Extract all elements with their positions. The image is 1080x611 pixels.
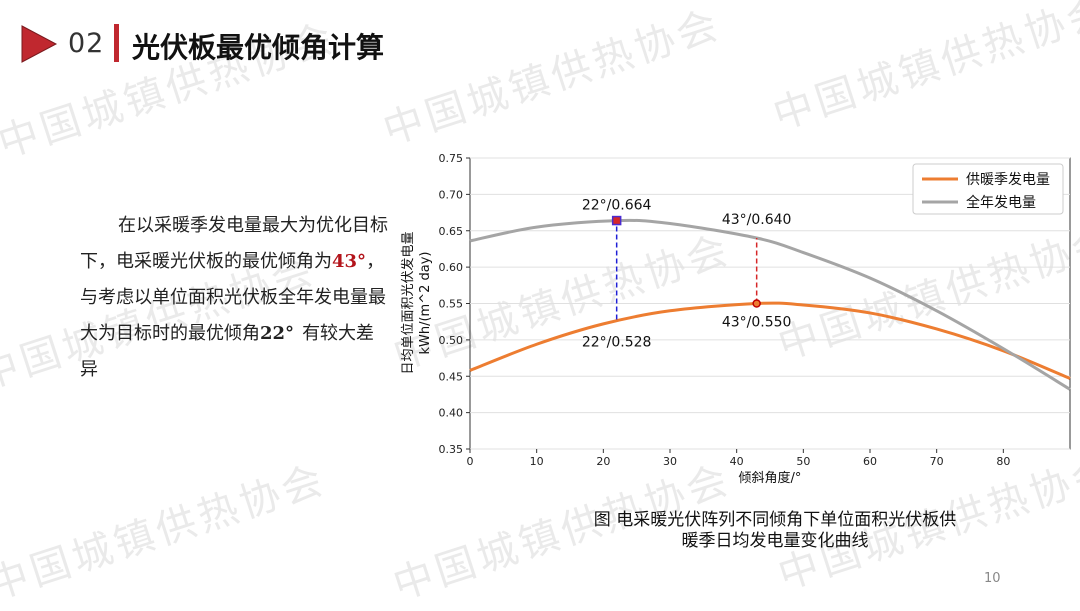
- annual-angle-highlight: 22°: [260, 323, 295, 344]
- figure-caption: 图 电采暖光伏阵列不同倾角下单位面积光伏板供 暖季日均发电量变化曲线: [540, 510, 1010, 552]
- x-axis-label: 倾斜角度/°: [739, 470, 802, 486]
- page-number: 10: [984, 571, 1001, 586]
- x-tick-label: 80: [996, 455, 1010, 468]
- peak-marker: [752, 299, 761, 308]
- data-label: 43°/0.550: [722, 315, 792, 331]
- x-tick-label: 30: [663, 455, 677, 468]
- y-tick-label: 0.35: [439, 443, 464, 456]
- watermark: 中国城镇供热协会: [767, 0, 1080, 140]
- x-tick-label: 50: [796, 455, 810, 468]
- y-axis-label: 日均单位面积光伏发电量: [400, 231, 416, 374]
- y-tick-label: 0.60: [439, 261, 464, 274]
- x-tick-label: 0: [467, 455, 474, 468]
- body-text-part3: 有较大差异: [80, 323, 375, 380]
- data-label: 43°/0.640: [722, 212, 792, 228]
- x-tick-label: 40: [730, 455, 744, 468]
- body-text-part2: ，与考虑以单位面积光伏板全年发电量最大为目标时的最优倾角: [80, 251, 386, 344]
- legend: 供暖季发电量 全年发电量: [912, 163, 1064, 215]
- watermark: 中国城镇供热协会: [0, 456, 332, 610]
- x-tick-label: 20: [596, 455, 610, 468]
- x-tick-label: 10: [530, 455, 544, 468]
- x-tick-label: 70: [930, 455, 944, 468]
- page-title: 光伏板最优倾角计算: [132, 31, 385, 64]
- series-line-heating-season: [469, 301, 1071, 380]
- series-line-annual: [469, 218, 1071, 391]
- body-paragraph: 在以采暖季发电量最大为优化目标下，电采暖光伏板的最优倾角为43°，与考虑以单位面…: [80, 208, 390, 388]
- y-tick-label: 0.50: [439, 334, 464, 347]
- legend-label-heating: 供暖季发电量: [966, 172, 1050, 188]
- y-tick-label: 0.65: [439, 225, 464, 238]
- body-text-part1: 在以采暖季发电量最大为优化目标下，电采暖光伏板的最优倾角为: [80, 215, 388, 272]
- data-label: 22°/0.664: [582, 198, 652, 214]
- watermark: 中国城镇供热协会: [377, 1, 727, 155]
- tilt-angle-chart: 0.35 0.40 0.45 0.50 0.55 0.60 0.65 0.70 0.75 0 10…: [400, 152, 1071, 486]
- section-divider: [114, 24, 119, 62]
- legend-label-annual: 全年发电量: [966, 194, 1036, 211]
- section-number: 02: [68, 28, 105, 59]
- caption-line-2: 暖季日均发电量变化曲线: [681, 531, 869, 551]
- y-tick-label: 0.45: [439, 370, 464, 383]
- play-triangle-icon: [21, 25, 58, 63]
- data-label: 22°/0.528: [582, 335, 652, 351]
- y-axis-unit-label: kWh/(m^2 day): [418, 251, 433, 354]
- peak-marker: [611, 215, 622, 226]
- caption-line-1: 图 电采暖光伏阵列不同倾角下单位面积光伏板供: [593, 510, 957, 530]
- y-tick-label: 0.75: [439, 152, 464, 165]
- x-tick-label: 60: [863, 455, 877, 468]
- optimal-angle-highlight: 43°: [332, 251, 367, 272]
- y-tick-label: 0.70: [439, 188, 464, 201]
- y-tick-label: 0.55: [439, 298, 464, 311]
- y-tick-label: 0.40: [439, 407, 464, 420]
